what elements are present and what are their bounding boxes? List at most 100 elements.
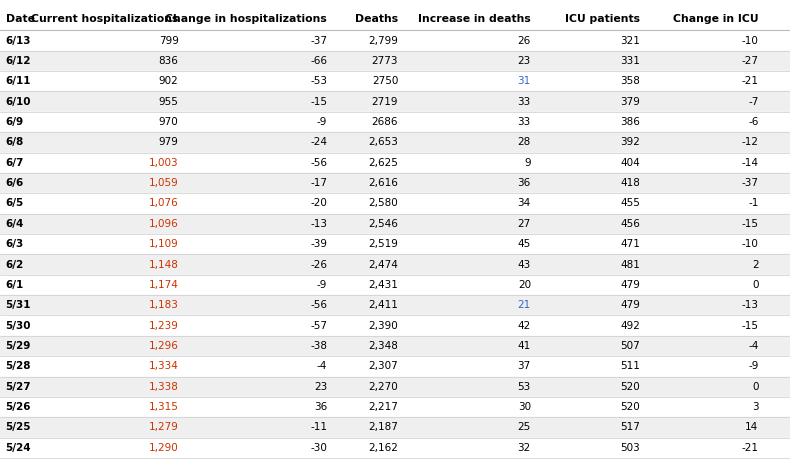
Text: -39: -39 [310,239,327,249]
Text: 1,003: 1,003 [149,158,179,168]
Text: 1,183: 1,183 [149,300,179,310]
Bar [0,51,790,71]
Bar [0,213,790,234]
Text: Change in hospitalizations: Change in hospitalizations [165,14,327,24]
Text: 2,616: 2,616 [368,178,398,188]
Text: 2,653: 2,653 [368,138,398,147]
Text: -56: -56 [310,158,327,168]
Text: 27: 27 [517,219,531,229]
Text: 2,625: 2,625 [368,158,398,168]
Text: 836: 836 [159,56,179,66]
Text: 321: 321 [620,36,640,45]
Text: 14: 14 [745,423,758,432]
Bar [0,153,790,173]
Bar [0,275,790,295]
Text: -21: -21 [741,443,758,453]
Text: -11: -11 [310,423,327,432]
Text: -6: -6 [748,117,758,127]
Text: 3: 3 [752,402,758,412]
Text: 2,307: 2,307 [368,361,398,371]
Text: 517: 517 [620,423,640,432]
Text: -20: -20 [310,198,327,208]
Text: -30: -30 [310,443,327,453]
Text: 970: 970 [159,117,179,127]
Text: 9: 9 [525,158,531,168]
Text: 5/29: 5/29 [6,341,31,351]
Bar [0,112,790,132]
Text: 979: 979 [159,138,179,147]
Text: 6/9: 6/9 [6,117,24,127]
Text: 507: 507 [620,341,640,351]
Text: 2,162: 2,162 [368,443,398,453]
Text: 2,474: 2,474 [368,260,398,270]
Bar [0,255,790,275]
Text: 20: 20 [517,280,531,290]
Text: 5/25: 5/25 [6,423,31,432]
Text: -4: -4 [748,341,758,351]
Text: 6/3: 6/3 [6,239,24,249]
Text: Change in ICU: Change in ICU [673,14,758,24]
Text: 25: 25 [517,423,531,432]
Text: 2: 2 [752,260,758,270]
Text: 6/12: 6/12 [6,56,31,66]
Bar [0,234,790,255]
Text: 1,076: 1,076 [149,198,179,208]
Text: Increase in deaths: Increase in deaths [418,14,531,24]
Text: 418: 418 [620,178,640,188]
Text: -38: -38 [310,341,327,351]
Bar [0,91,790,112]
Text: 5/27: 5/27 [6,382,31,392]
Text: 2,431: 2,431 [368,280,398,290]
Text: 6/13: 6/13 [6,36,31,45]
Text: 1,296: 1,296 [149,341,179,351]
Text: -1: -1 [748,198,758,208]
Text: 5/30: 5/30 [6,321,31,330]
Text: 520: 520 [620,382,640,392]
Text: 23: 23 [314,382,327,392]
Text: 331: 331 [620,56,640,66]
Text: ICU patients: ICU patients [565,14,640,24]
Text: 955: 955 [159,97,179,107]
Bar [0,417,790,438]
Text: 2773: 2773 [371,56,398,66]
Text: -4: -4 [317,361,327,371]
Text: -10: -10 [742,239,758,249]
Text: 2,348: 2,348 [368,341,398,351]
Text: 2,187: 2,187 [368,423,398,432]
Text: 1,334: 1,334 [149,361,179,371]
Text: 6/7: 6/7 [6,158,24,168]
Text: 6/8: 6/8 [6,138,24,147]
Bar [0,173,790,193]
Bar [0,438,790,458]
Text: -27: -27 [741,56,758,66]
Text: 2,411: 2,411 [368,300,398,310]
Text: 33: 33 [517,97,531,107]
Bar [0,356,790,376]
Bar [0,315,790,336]
Text: 902: 902 [159,76,179,86]
Text: 2719: 2719 [371,97,398,107]
Bar [0,71,790,92]
Bar [0,397,790,417]
Text: -9: -9 [317,117,327,127]
Bar [0,30,790,51]
Text: 511: 511 [620,361,640,371]
Text: 41: 41 [517,341,531,351]
Text: 520: 520 [620,402,640,412]
Text: -9: -9 [748,361,758,371]
Text: -26: -26 [310,260,327,270]
Text: -9: -9 [317,280,327,290]
Text: -66: -66 [310,56,327,66]
Text: -57: -57 [310,321,327,330]
Text: -13: -13 [310,219,327,229]
Text: 2,270: 2,270 [368,382,398,392]
Text: 471: 471 [620,239,640,249]
Text: -37: -37 [310,36,327,45]
Text: 36: 36 [314,402,327,412]
Text: 6/1: 6/1 [6,280,24,290]
Text: 1,174: 1,174 [149,280,179,290]
Bar [0,193,790,213]
Text: 503: 503 [620,443,640,453]
Text: -56: -56 [310,300,327,310]
Text: 6/5: 6/5 [6,198,24,208]
